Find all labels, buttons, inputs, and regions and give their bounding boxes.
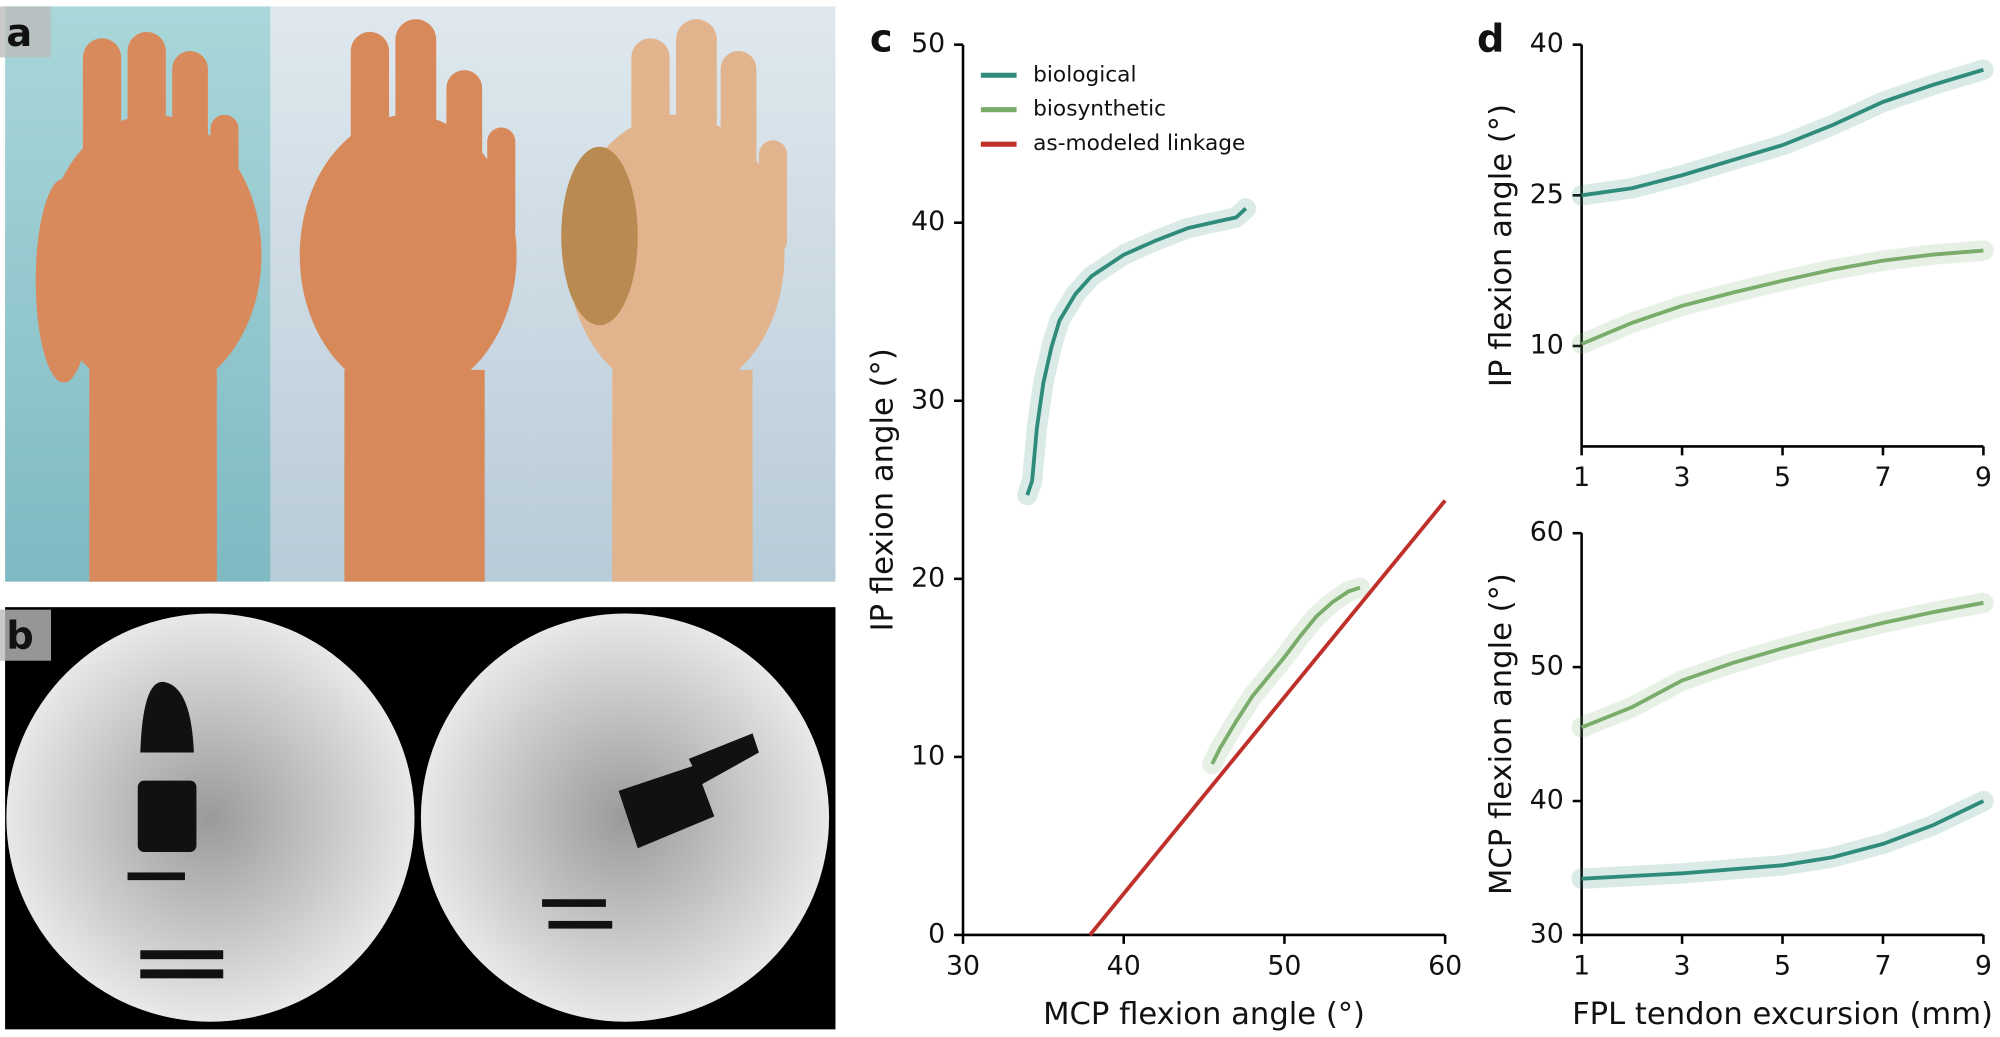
y-tick-label: 60 [1530, 517, 1564, 548]
hand [561, 19, 787, 582]
y-axis-label: IP flexion angle (°) [865, 348, 900, 631]
y-tick-label: 40 [1530, 28, 1564, 59]
x-tick-label: 9 [1975, 462, 1992, 493]
x-tick-label: 1 [1573, 462, 1590, 493]
series-line [1088, 499, 1447, 937]
y-tick-label: 40 [1530, 785, 1564, 816]
series-line [1580, 248, 1984, 346]
x-tick-label: 30 [946, 950, 980, 981]
y-tick-label: 25 [1530, 179, 1564, 210]
x-tick-label: 7 [1874, 950, 1891, 981]
series-line [1581, 799, 1985, 881]
x-tick-label: 9 [1975, 950, 1992, 981]
spread-band [1571, 240, 1994, 355]
series-line [1210, 585, 1361, 765]
panel-label: c [870, 16, 893, 61]
xray [420, 613, 830, 1022]
hand [35, 31, 262, 582]
x-tick-label: 3 [1674, 950, 1691, 981]
y-tick-label: 10 [911, 740, 945, 771]
y-tick-label: 50 [1530, 651, 1564, 682]
legend-label: as-modeled linkage [1033, 131, 1245, 156]
spread-band [1017, 198, 1257, 506]
legend-label: biosynthetic [1033, 97, 1166, 122]
x-tick-label: 7 [1874, 462, 1891, 493]
panel-label: d [1477, 16, 1504, 61]
y-tick-label: 20 [911, 562, 945, 593]
y-tick-label: 40 [911, 206, 945, 237]
series-line [1580, 600, 1984, 730]
y-axis-label: MCP flexion angle (°) [1484, 573, 1519, 895]
x-tick-label: 5 [1774, 462, 1791, 493]
x-axis-label: FPL tendon excursion (mm) [1572, 997, 1993, 1032]
label-bg [0, 6, 52, 58]
xray [6, 613, 415, 1022]
x-axis-label: MCP flexion angle (°) [1043, 997, 1365, 1032]
x-tick-label: 1 [1573, 950, 1590, 981]
photo-panel-a [5, 6, 836, 582]
x-tick-label: 3 [1674, 462, 1691, 493]
x-tick-label: 5 [1774, 950, 1791, 981]
series-line [1581, 67, 1984, 198]
legend-label: biological [1033, 62, 1136, 87]
x-tick-label: 50 [1267, 950, 1301, 981]
spread-band [1571, 592, 1994, 738]
y-axis-label: IP flexion angle (°) [1484, 104, 1519, 387]
hand [299, 19, 517, 582]
x-tick-label: 40 [1107, 950, 1141, 981]
spread-band [1201, 577, 1371, 775]
series-line [1025, 207, 1248, 496]
label-bg [0, 609, 52, 661]
y-tick-label: 30 [1530, 918, 1564, 949]
y-tick-label: 0 [928, 918, 945, 949]
implant [127, 681, 759, 979]
y-tick-label: 30 [911, 384, 945, 415]
y-tick-label: 50 [911, 28, 945, 59]
y-tick-label: 10 [1530, 329, 1564, 360]
photo-panel-b [5, 607, 836, 1030]
x-tick-label: 60 [1428, 950, 1462, 981]
panel-label: b [6, 613, 33, 658]
panel-label: a [6, 11, 32, 56]
